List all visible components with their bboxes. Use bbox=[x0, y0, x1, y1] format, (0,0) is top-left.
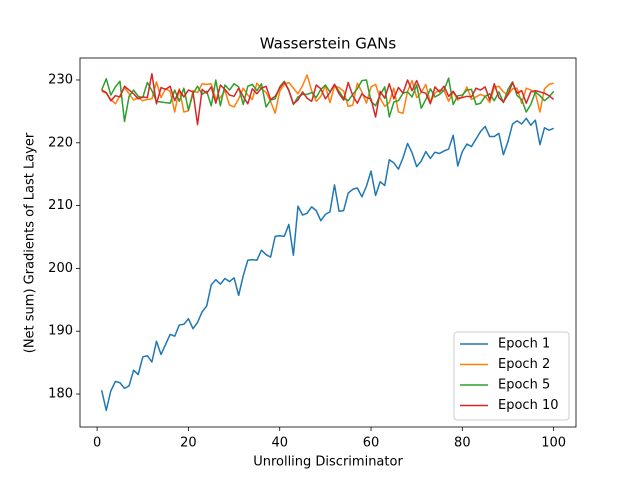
legend-label: Epoch 2 bbox=[498, 357, 550, 372]
x-tick-label: 0 bbox=[93, 436, 101, 451]
y-tick-label: 180 bbox=[48, 387, 73, 402]
y-tick-label: 190 bbox=[48, 324, 73, 339]
y-tick-label: 200 bbox=[48, 261, 73, 276]
legend-box bbox=[453, 331, 570, 421]
line-series bbox=[101, 74, 554, 115]
y-tick-label: 210 bbox=[48, 198, 73, 213]
x-axis-label: Unrolling Discriminator bbox=[253, 455, 403, 470]
x-tick-label: 20 bbox=[180, 436, 197, 451]
x-tick-label: 40 bbox=[271, 436, 288, 451]
legend-label: Epoch 1 bbox=[498, 337, 550, 352]
chart-title: Wasserstein GANs bbox=[260, 35, 397, 53]
x-tick-label: 100 bbox=[541, 436, 566, 451]
line-series bbox=[101, 72, 555, 126]
line-series bbox=[100, 117, 554, 412]
legend-label: Epoch 10 bbox=[498, 398, 558, 413]
y-tick-label: 220 bbox=[48, 135, 73, 150]
y-tick-label: 230 bbox=[48, 72, 73, 87]
x-tick-label: 80 bbox=[454, 436, 471, 451]
x-tick-label: 60 bbox=[363, 436, 380, 451]
legend-label: Epoch 5 bbox=[498, 378, 550, 393]
plot-frame bbox=[79, 57, 577, 428]
y-axis-label: (Net sum) Gradients of Last Layer bbox=[23, 132, 38, 353]
